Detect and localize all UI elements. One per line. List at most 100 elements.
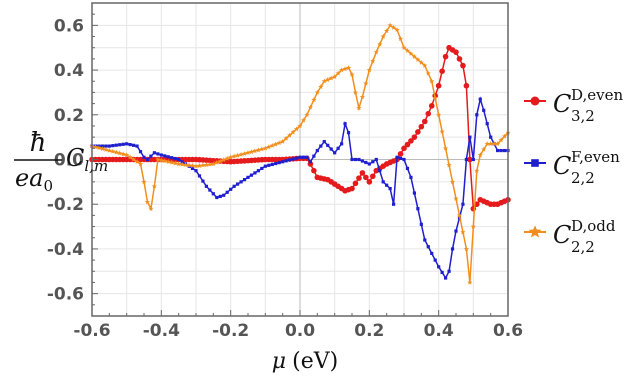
data-point [395,155,399,159]
data-point [463,246,469,252]
y-axis-label: ħ ea0 Cl,m [14,128,108,195]
data-point [255,147,261,153]
data-point [99,146,105,151]
data-point [415,56,421,62]
data-point [378,169,382,173]
data-point [322,140,326,144]
data-point [158,157,164,163]
data-point [277,161,281,165]
data-point [127,154,133,160]
data-point [214,159,220,165]
legend-label: C [553,221,571,249]
data-point [224,155,230,161]
data-point [118,143,122,147]
data-point [252,148,258,154]
data-point [321,78,327,84]
data-point [474,167,480,173]
data-point [380,33,386,39]
data-point [336,146,340,150]
data-point [138,150,143,154]
data-point [238,151,244,157]
data-point [370,173,376,180]
data-point [221,157,227,163]
data-point [314,89,320,95]
data-point [179,161,185,167]
data-point [408,50,414,56]
data-point [435,82,442,89]
legend-superscript: D,even [571,86,623,104]
data-point [232,184,236,188]
data-point [384,28,390,34]
data-point [242,178,247,182]
data-point [194,169,198,173]
data-point [283,135,289,141]
data-point [499,148,503,153]
data-point [125,142,129,146]
legend-entry: C D,even 3,2 [524,86,623,125]
data-point [201,179,205,183]
data-point [107,144,111,148]
data-point [339,67,345,73]
data-point [442,53,449,60]
data-point [111,144,115,148]
data-point [294,156,299,160]
data-point [444,276,448,280]
data-point [301,155,306,159]
data-point [106,147,112,153]
data-point [453,49,459,55]
data-point [325,77,331,82]
data-point [481,146,487,152]
y-axis-symbol: Cl,m [66,144,108,175]
data-point [225,190,229,194]
data-point [489,135,493,139]
data-point [263,164,267,168]
data-point [385,183,389,187]
data-point [248,149,255,155]
data-point [113,149,119,155]
data-point [156,152,160,156]
data-point [496,148,500,153]
data-point [392,202,396,206]
data-point [360,159,364,163]
data-point [207,161,213,167]
series-d-odd-22 [89,22,511,285]
data-point [387,22,393,28]
data-point [491,141,497,147]
y-tick-label: -0.2 [47,195,84,215]
y-tick-label: 0.2 [54,106,84,126]
data-point [120,151,126,157]
data-point [467,279,473,285]
data-point [404,48,411,53]
data-point [137,161,144,167]
data-point [151,183,157,189]
tick-layer: -0.6 -0.4 -0.2 0.0 0.2 0.4 0.6 0.6 0.4 0.2 0.0 -0.2… [47,2,523,341]
legend-superscript: D,odd [571,217,616,235]
data-point [371,160,375,164]
data-point [428,103,435,109]
data-point [456,212,463,218]
data-point [148,205,154,211]
data-point [318,84,324,90]
data-point [200,162,206,168]
legend-subscript: 3,2 [571,107,595,125]
data-point [449,179,456,185]
data-point [288,158,292,162]
data-point [430,251,434,255]
data-point [291,157,295,161]
data-point [189,163,196,168]
data-point [176,161,182,167]
data-point [412,191,416,195]
data-point [297,123,303,129]
data-point [177,157,181,162]
data-point [363,174,369,181]
data-point [186,162,192,168]
data-point [246,175,250,179]
data-point [501,133,508,139]
data-point [502,148,507,153]
series-layer [89,22,511,285]
data-point [498,137,504,143]
data-point [450,247,455,251]
data-point [402,157,406,162]
data-point [350,157,354,162]
data-point [284,159,288,163]
